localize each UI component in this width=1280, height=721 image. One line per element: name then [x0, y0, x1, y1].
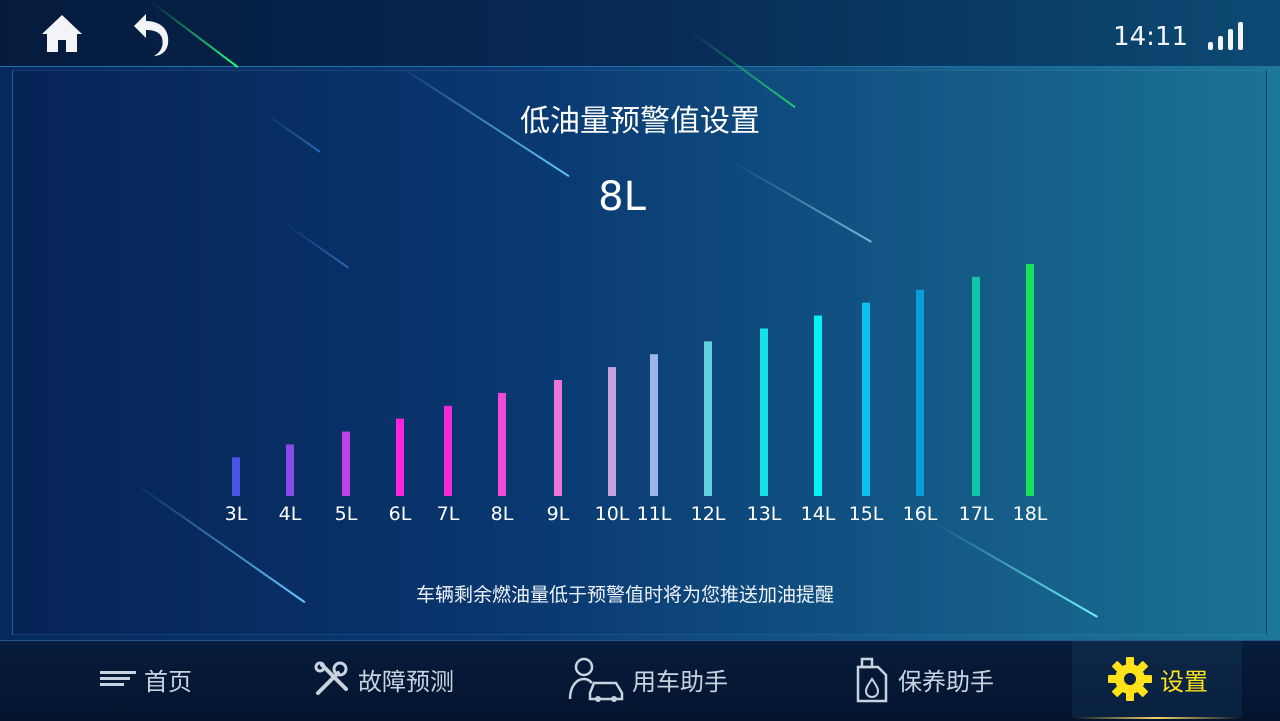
bar-label-13L[interactable]: 13L [747, 503, 782, 525]
threshold-bar-7L[interactable] [444, 405, 452, 496]
nav-item-settings[interactable]: 设置 [1072, 641, 1242, 719]
bar-label-17L[interactable]: 17L [959, 503, 994, 525]
back-arrow-icon [134, 14, 169, 56]
threshold-bar-17L[interactable] [972, 276, 980, 496]
threshold-bar-12L[interactable] [704, 341, 712, 496]
threshold-bar-16L[interactable] [916, 289, 924, 496]
home-button[interactable] [38, 10, 86, 58]
signal-strength-icon [1208, 22, 1243, 50]
threshold-bar-15L[interactable] [862, 302, 870, 496]
threshold-bar-5L[interactable] [342, 431, 350, 496]
bar-label-5L[interactable]: 5L [335, 503, 358, 525]
bar-label-8L[interactable]: 8L [491, 503, 514, 525]
nav-label: 设置 [1160, 667, 1208, 696]
clock: 14:11 [1113, 22, 1188, 52]
bar-label-7L[interactable]: 7L [437, 503, 460, 525]
threshold-bar-6L[interactable] [396, 418, 404, 496]
threshold-bar-18L[interactable] [1026, 264, 1034, 496]
nav-label: 故障预测 [358, 667, 454, 696]
threshold-bar-4L[interactable] [286, 444, 294, 496]
threshold-bar-8L[interactable] [498, 392, 506, 496]
threshold-bar-13L[interactable] [760, 328, 768, 496]
bar-label-16L[interactable]: 16L [903, 503, 938, 525]
top-bar: 14:11 [0, 0, 1280, 109]
nav-item-fault-prediction[interactable]: 故障预测 [312, 641, 472, 717]
threshold-bar-10L[interactable] [608, 367, 616, 496]
nav-item-home[interactable]: 首页 [98, 641, 218, 717]
current-threshold-value: 8L [598, 174, 646, 220]
active-indicator [1072, 717, 1242, 719]
nav-item-maintenance-assistant[interactable]: 保养助手 [852, 641, 1012, 717]
bar-label-10L[interactable]: 10L [595, 503, 630, 525]
bottom-nav: 首页 故障预测 用车助手 保养助手 [0, 640, 1280, 721]
bar-label-6L[interactable]: 6L [389, 503, 412, 525]
driver-car-icon [568, 657, 624, 702]
settings-panel [12, 70, 1267, 635]
nav-label: 用车助手 [632, 667, 728, 696]
oil-bottle-icon [856, 657, 888, 703]
bar-label-11L[interactable]: 11L [637, 503, 672, 525]
bar-label-14L[interactable]: 14L [801, 503, 836, 525]
bar-label-3L[interactable]: 3L [225, 503, 248, 525]
nav-item-car-assistant[interactable]: 用车助手 [568, 641, 748, 717]
lines-icon [100, 671, 136, 686]
page-title: 低油量预警值设置 [520, 104, 760, 139]
hint-text: 车辆剩余燃油量低于预警值时将为您推送加油提醒 [415, 584, 834, 606]
threshold-bar-11L[interactable] [650, 354, 658, 496]
bar-label-9L[interactable]: 9L [547, 503, 570, 525]
back-button[interactable] [128, 10, 176, 58]
nav-label: 保养助手 [898, 667, 994, 696]
bar-label-4L[interactable]: 4L [279, 503, 302, 525]
threshold-bar-9L[interactable] [554, 380, 562, 496]
bar-label-12L[interactable]: 12L [691, 503, 726, 525]
bar-label-18L[interactable]: 18L [1013, 503, 1048, 525]
home-icon [42, 15, 82, 52]
threshold-bar-14L[interactable] [814, 315, 822, 496]
threshold-bar-3L[interactable] [232, 457, 240, 496]
tools-icon [314, 661, 348, 695]
nav-label: 首页 [144, 667, 192, 696]
bar-label-15L[interactable]: 15L [849, 503, 884, 525]
gear-icon [1108, 657, 1152, 701]
